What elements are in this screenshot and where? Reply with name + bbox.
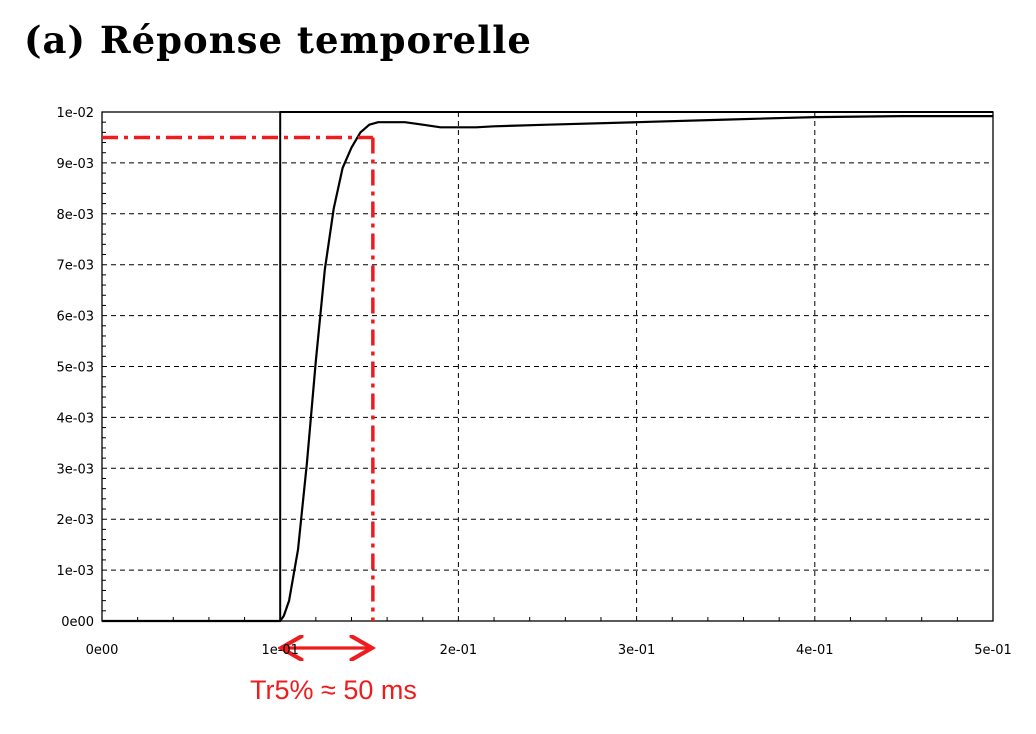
y-tick-label: 0e00 — [61, 615, 94, 630]
tick-labels: 0e00 1e-01 2e-01 3e-01 4e-01 5e-01 0e00 1e-03 2e… — [56, 106, 1011, 658]
grid — [101, 111, 994, 622]
y-tick-label: 3e-03 — [56, 462, 94, 477]
x-tick-label: 3e-01 — [618, 643, 656, 658]
x-tick-label: 2e-01 — [440, 643, 478, 658]
x-tick-label: 1e-01 — [261, 643, 299, 658]
y-tick-label: 7e-03 — [56, 259, 94, 274]
y-tick-label: 2e-03 — [56, 513, 94, 528]
plot-series — [102, 111, 993, 623]
x-tick-label: 4e-01 — [796, 643, 834, 658]
y-tick-label: 5e-03 — [56, 361, 94, 376]
x-tick-label: 5e-01 — [974, 643, 1012, 658]
figure-title: (a) Réponse temporelle — [24, 18, 532, 62]
y-tick-label: 6e-03 — [56, 310, 94, 325]
x-tick-label: 0e00 — [86, 643, 119, 658]
y-tick-label: 9e-03 — [56, 157, 94, 172]
y-tick-label: 4e-03 — [56, 411, 94, 426]
y-tick-label: 8e-03 — [56, 208, 94, 223]
response-curve-line — [102, 114, 993, 623]
y-tick-label: 1e-02 — [56, 106, 94, 121]
annotations: Tr5% ≈ 50 ms — [102, 135, 417, 705]
rise-time-label: Tr5% ≈ 50 ms — [250, 675, 417, 705]
y-tick-label: 1e-03 — [56, 564, 94, 579]
